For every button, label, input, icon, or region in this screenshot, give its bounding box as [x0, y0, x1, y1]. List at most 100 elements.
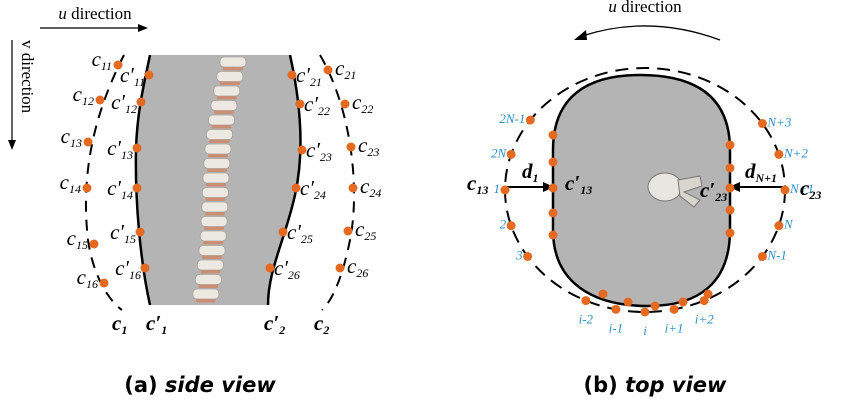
control-point — [624, 298, 633, 307]
index-label: 2N-1 — [499, 111, 525, 126]
control-point — [704, 290, 713, 299]
disc — [214, 111, 234, 115]
index-label: 1 — [494, 181, 501, 196]
control-point — [133, 184, 142, 193]
control-point — [549, 209, 558, 218]
subscript: 25 — [364, 229, 376, 243]
control-point — [137, 98, 146, 107]
point-label: c′12 — [111, 90, 137, 116]
subscript: 23 — [320, 150, 332, 164]
disc — [204, 227, 224, 231]
index-label: 3 — [515, 247, 523, 262]
point-label: c21 — [335, 56, 356, 82]
control-point — [96, 96, 105, 105]
point-label: c′15 — [110, 220, 136, 246]
subscript: N+1 — [755, 171, 778, 185]
point-label: c24 — [360, 174, 381, 200]
disc — [206, 183, 226, 187]
disc — [200, 270, 220, 274]
index-label: i — [643, 323, 647, 338]
symbol: c′ — [296, 63, 310, 87]
symbol: c′ — [287, 220, 301, 244]
control-point — [336, 264, 345, 273]
caption-a: (a) side view — [124, 373, 276, 397]
point-label: c16 — [77, 265, 98, 291]
disc — [203, 241, 223, 245]
point-label: dN+1 — [745, 159, 777, 185]
subscript: 1 — [533, 171, 539, 185]
subscript: 24 — [369, 186, 381, 200]
control-point — [141, 264, 150, 273]
vertebra — [214, 86, 240, 96]
control-point — [83, 184, 92, 193]
u-var: u — [58, 4, 67, 23]
v-direction-label: v direction — [18, 40, 37, 114]
symbol: c′ — [110, 220, 124, 244]
symbol: c′ — [107, 176, 121, 200]
control-point — [549, 184, 558, 193]
point-label: c′22 — [304, 92, 330, 118]
vertebra — [205, 144, 231, 154]
index-label: i+1 — [665, 320, 684, 335]
point-label: c26 — [347, 254, 368, 280]
control-point — [758, 252, 767, 261]
vertebra — [204, 159, 230, 169]
symbol: c′ — [264, 311, 279, 335]
symbol: c′ — [306, 138, 320, 162]
control-point — [549, 158, 558, 167]
subscript: 14 — [69, 182, 81, 196]
index-label: N-1 — [766, 247, 787, 262]
control-point — [679, 298, 688, 307]
symbol: c′ — [565, 171, 580, 195]
vertebra-body — [648, 173, 682, 201]
page: { "side_view": { "u_direction": {"var": … — [0, 0, 843, 406]
point-label: c′13 — [107, 136, 133, 162]
disc — [198, 285, 218, 289]
vertebra — [209, 115, 235, 125]
control-point — [651, 302, 660, 311]
vertebra — [195, 275, 221, 285]
control-point — [145, 71, 154, 80]
control-point — [726, 206, 735, 215]
symbol: c′ — [115, 256, 129, 280]
subscript: 26 — [288, 268, 300, 282]
point-label: c′21 — [296, 63, 322, 89]
symbol: c′ — [120, 63, 134, 87]
vertebra — [207, 130, 233, 140]
caption-tag: (a) — [124, 373, 157, 397]
disc — [208, 154, 228, 158]
control-point — [599, 290, 608, 299]
caption-text: top view — [625, 373, 727, 397]
control-point — [670, 305, 679, 314]
control-point — [324, 66, 333, 75]
vertebra — [200, 231, 226, 241]
point-label: c23 — [800, 176, 821, 202]
control-point — [501, 186, 510, 195]
index-label: i+2 — [695, 312, 714, 327]
symbol: c′ — [304, 92, 318, 116]
subscript: 13 — [70, 136, 82, 150]
index-label: N+2 — [783, 145, 808, 160]
subscript: 13 — [121, 148, 133, 162]
point-label: c2 — [314, 311, 329, 337]
symbol: c′ — [300, 176, 314, 200]
index-label: N+3 — [766, 115, 791, 130]
disc — [210, 140, 230, 144]
control-point — [526, 116, 535, 125]
vertebra — [211, 101, 237, 111]
control-point — [347, 143, 356, 152]
disc — [205, 198, 225, 202]
point-label: c′24 — [300, 176, 326, 202]
index-label: 2 — [500, 217, 507, 232]
subscript: 15 — [124, 232, 136, 246]
u-arc-arrow — [582, 26, 720, 40]
index-label: i-1 — [609, 320, 623, 335]
figure: u direction v direction (a) side view u … — [0, 0, 843, 406]
control-point — [581, 296, 590, 305]
disc — [196, 299, 216, 303]
caption-tag: (b) — [584, 373, 618, 397]
control-point — [136, 228, 145, 237]
control-point — [90, 240, 99, 249]
point-label: c15 — [67, 226, 88, 252]
vertebra — [202, 202, 228, 212]
